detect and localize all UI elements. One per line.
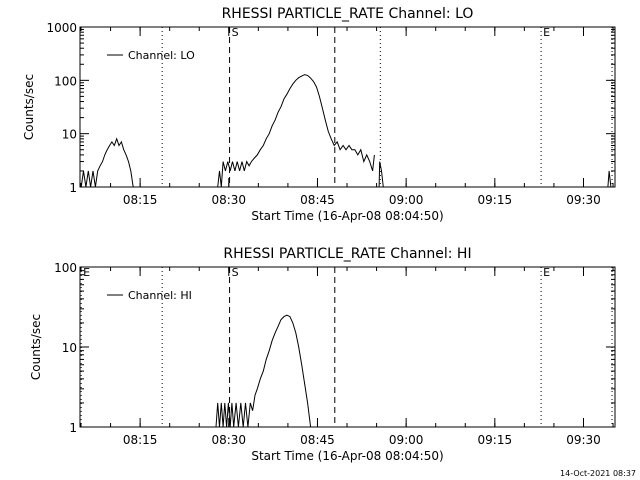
x-tick-label: 08:30: [211, 433, 246, 447]
chart-panels: RHESSI PARTICLE_RATE Channel: LO 08:15 08:…: [22, 6, 616, 463]
x-axis-label: Start Time (16-Apr-08 08:04:50): [251, 209, 443, 223]
x-tick-label: 08:15: [123, 433, 158, 447]
series-line: [378, 161, 384, 188]
chart-panel-1: RHESSI PARTICLE_RATE Channel: LO 08:15 08:…: [22, 6, 616, 223]
legend-label: Channel: HI: [128, 289, 192, 302]
y-axis-label: Counts/sec: [29, 314, 43, 380]
x-tick-label: 08:15: [123, 193, 158, 207]
y-tick-label: 1: [69, 421, 77, 435]
y-axis-label: Counts/sec: [22, 74, 36, 140]
x-tick-label: 09:30: [566, 433, 601, 447]
x-tick-label: 09:00: [389, 193, 424, 207]
y-tick-label: 100: [54, 74, 77, 88]
y-tick-label: 10: [62, 341, 77, 355]
event-marker-label: E: [83, 266, 90, 279]
series-line: [217, 74, 375, 188]
x-tick-label: 09:15: [478, 433, 513, 447]
x-tick-label: 09:00: [389, 433, 424, 447]
y-tick-label: 1: [69, 181, 77, 195]
event-marker-label: E: [543, 26, 550, 39]
y-tick-label: 1000: [46, 21, 77, 35]
event-marker-label: S: [232, 26, 239, 39]
chart-title: RHESSI PARTICLE_RATE Channel: HI: [223, 246, 471, 262]
y-tick-label: 10: [62, 128, 77, 142]
series-line: [80, 137, 134, 188]
x-tick-label: 08:45: [300, 193, 335, 207]
chart-panel-2: RHESSI PARTICLE_RATE Channel: HI 08:15 08:…: [29, 246, 616, 463]
x-tick-label: 08:30: [211, 193, 246, 207]
event-marker-label: E: [543, 266, 550, 279]
footer-timestamp: 14-Oct-2021 08:37: [560, 469, 636, 478]
x-tick-label: 09:15: [478, 193, 513, 207]
event-marker-label: S: [232, 266, 239, 279]
y-tick-label: 100: [54, 261, 77, 275]
chart-title: RHESSI PARTICLE_RATE Channel: LO: [222, 6, 474, 22]
x-tick-label: 09:30: [566, 193, 601, 207]
legend-label: Channel: LO: [128, 49, 195, 62]
x-tick-label: 08:45: [300, 433, 335, 447]
x-axis-label: Start Time (16-Apr-08 08:04:50): [251, 449, 443, 463]
series-line: [215, 314, 312, 428]
series-line: [607, 170, 612, 188]
